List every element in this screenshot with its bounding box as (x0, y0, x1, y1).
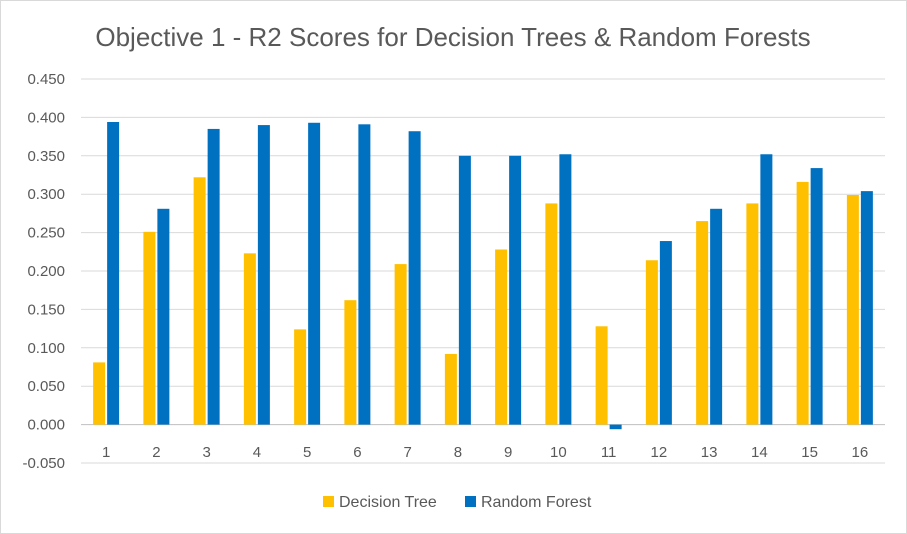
bar-decision-tree (143, 231, 156, 425)
x-tick-label: 13 (701, 444, 718, 461)
bar-random-forest (458, 155, 471, 425)
x-tick-label: 2 (152, 444, 160, 461)
x-tick-label: 10 (550, 444, 567, 461)
bar-random-forest (207, 128, 220, 425)
y-tick-label: 0.100 (27, 340, 65, 357)
x-tick-label: 3 (202, 444, 210, 461)
x-tick-label: 7 (403, 444, 411, 461)
bar-random-forest (609, 424, 622, 430)
bar-random-forest (659, 241, 672, 425)
bar-decision-tree (93, 362, 106, 425)
bar-decision-tree (696, 221, 709, 425)
chart-title: Objective 1 - R2 Scores for Decision Tre… (95, 22, 810, 52)
bar-decision-tree (444, 353, 457, 425)
bar-decision-tree (846, 194, 859, 425)
x-tick-label: 16 (852, 444, 869, 461)
bar-random-forest (408, 131, 421, 425)
legend: Decision Tree Random Forest (323, 494, 592, 511)
bar-random-forest (810, 168, 823, 425)
bar-decision-tree (243, 253, 256, 425)
bar-decision-tree (645, 260, 658, 425)
y-tick-label: 0.250 (27, 225, 65, 242)
bar-random-forest (710, 208, 723, 425)
y-tick-label: 0.450 (27, 71, 65, 88)
bar-decision-tree (193, 177, 206, 425)
y-axis-ticks: 0.450 0.400 0.350 0.300 0.250 0.200 0.150 0.100… (22, 71, 65, 472)
y-tick-label: 0.050 (27, 378, 65, 395)
bar-decision-tree (796, 181, 809, 425)
legend-label: Random Forest (481, 494, 592, 511)
bar-decision-tree (545, 203, 558, 425)
y-tick-label: 0.000 (27, 417, 65, 434)
y-tick-label: 0.350 (27, 148, 65, 165)
bar-random-forest (860, 191, 873, 425)
bar-random-forest (107, 122, 120, 425)
x-tick-label: 9 (504, 444, 512, 461)
bar-decision-tree (746, 203, 759, 425)
bars (93, 122, 873, 430)
legend-swatch (465, 496, 476, 507)
bar-random-forest (157, 208, 170, 425)
y-tick-label: -0.050 (22, 455, 65, 472)
bar-random-forest (257, 125, 270, 425)
bar-decision-tree (394, 264, 407, 425)
bar-decision-tree (595, 326, 608, 425)
x-tick-label: 12 (651, 444, 668, 461)
x-tick-label: 11 (601, 444, 617, 461)
y-tick-label: 0.300 (27, 186, 65, 203)
x-tick-label: 6 (353, 444, 361, 461)
bar-decision-tree (294, 329, 307, 425)
y-tick-label: 0.400 (27, 109, 65, 126)
bar-random-forest (760, 154, 773, 425)
x-tick-label: 8 (454, 444, 462, 461)
bar-random-forest (308, 122, 321, 425)
legend-swatch (323, 496, 334, 507)
x-tick-label: 4 (253, 444, 261, 461)
bar-random-forest (358, 124, 371, 425)
y-tick-label: 0.150 (27, 301, 65, 318)
y-tick-label: 0.200 (27, 263, 65, 280)
x-tick-label: 15 (801, 444, 818, 461)
x-tick-label: 14 (751, 444, 768, 461)
bar-random-forest (509, 155, 522, 425)
x-axis-ticks: 1 2 3 4 5 6 7 8 9 10 11 12 13 14 15 16 (102, 444, 868, 461)
x-tick-label: 5 (303, 444, 311, 461)
bar-decision-tree (344, 300, 357, 425)
legend-label: Decision Tree (339, 494, 437, 511)
x-tick-label: 1 (102, 444, 110, 461)
bar-random-forest (559, 154, 572, 425)
bar-decision-tree (495, 249, 508, 425)
